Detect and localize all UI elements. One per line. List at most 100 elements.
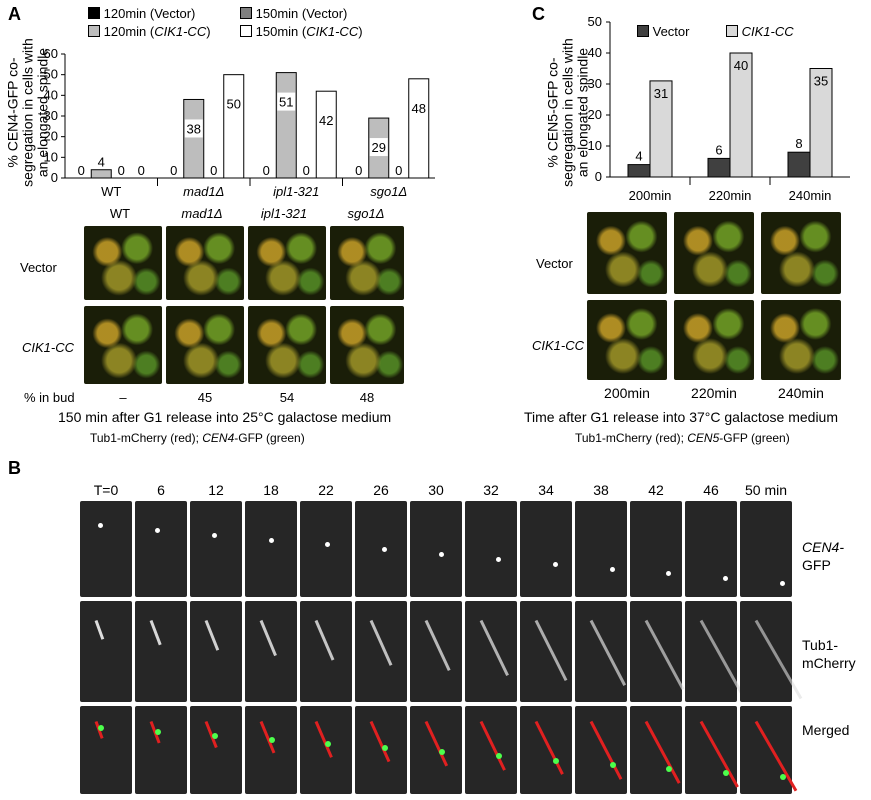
category-label: ipl1-321: [273, 184, 319, 199]
row-head-c-vector: Vector: [536, 256, 573, 271]
col-foot: 240min: [778, 385, 824, 401]
row-label-cen4: CEN4- GFP: [802, 538, 844, 574]
frame-cen: [410, 501, 462, 597]
category-label: 240min: [789, 188, 832, 203]
row-label-tub1: Tub1- mCherry: [802, 636, 856, 672]
legend-label: 150min (CIK1-CC): [255, 24, 363, 39]
col-head-ipl1: ipl1-321: [260, 206, 308, 221]
category-label: sgo1Δ: [370, 184, 407, 199]
legend-label: CIK1-CC: [741, 24, 794, 39]
legend-swatch: [240, 25, 252, 37]
bar-label: 38: [187, 121, 201, 136]
micrograph-a-vector-sgo1: [330, 226, 404, 300]
bar-label: 0: [170, 163, 177, 178]
time-label: 50 min: [744, 482, 788, 498]
col-head-sgo1: sgo1Δ: [347, 206, 385, 221]
spindle: [534, 720, 564, 776]
time-label: 34: [538, 482, 554, 498]
bar: [707, 157, 731, 178]
kinetochore-spot: [439, 749, 445, 756]
spindle: [644, 720, 681, 784]
kinetochore-spot: [325, 741, 332, 748]
frame-cen: [190, 501, 242, 597]
bar-label: 31: [654, 86, 668, 101]
kinetochore-spot: [780, 774, 786, 780]
bar: [787, 151, 811, 178]
bar: [809, 68, 833, 178]
frame-tub: [245, 601, 297, 702]
frame-merged: [465, 706, 517, 794]
y-tick-label: 10: [588, 138, 602, 153]
frame-cen: [300, 501, 352, 597]
frame-merged: [410, 706, 462, 794]
legend-label: 120min (Vector): [103, 6, 196, 21]
spindle: [534, 619, 568, 681]
frame-tub: [685, 601, 744, 702]
panel-b-label: B: [8, 458, 21, 478]
time-label: T=0: [93, 482, 119, 498]
bar-label-bg: [224, 94, 243, 113]
spindle: [369, 619, 393, 666]
time-label: 32: [483, 482, 499, 498]
micrograph-c-cik1-240: [761, 300, 841, 380]
frame-tub: [575, 601, 627, 702]
bar-label: 0: [395, 163, 402, 178]
legend-a-item-4: 150min (CIK1-CC): [240, 24, 363, 39]
kinetochore-spot: [723, 769, 730, 776]
frame-cen: [135, 501, 187, 597]
frame-cen: [520, 501, 572, 597]
micrograph-c-vector-220: [674, 212, 754, 294]
spindle: [259, 619, 277, 656]
y-tick-label: 0: [51, 170, 58, 185]
micrograph-a-cik1-sgo1: [330, 306, 404, 384]
bar-label: 51: [279, 95, 293, 110]
row-label-line: CEN4-: [802, 539, 845, 555]
frame-tub: [410, 601, 462, 702]
y-tick-label: 50: [588, 14, 602, 29]
kinetochore-spot: [723, 576, 729, 582]
spindle: [754, 619, 803, 700]
col-foot: 200min: [604, 385, 650, 401]
legend-swatch: [637, 25, 649, 37]
frame-merged: [520, 706, 572, 794]
micrograph-c-vector-240: [761, 212, 841, 294]
kinetochore-spot: [609, 761, 616, 768]
frame-cen: [80, 501, 132, 597]
bar-label: 48: [412, 101, 426, 116]
frame-merged: [740, 706, 798, 794]
bar-label: 29: [372, 140, 386, 155]
y-tick-label: 20: [44, 129, 58, 144]
bar-label: 4: [635, 149, 642, 164]
bar-label: 0: [263, 163, 270, 178]
bar-label: 0: [138, 163, 145, 178]
frame-tub: [190, 601, 242, 702]
spindle: [699, 619, 744, 695]
kinetochore-spot: [552, 561, 558, 567]
spindle: [699, 720, 739, 788]
micrograph-c-cik1-200: [587, 300, 667, 380]
kinetochore-spot: [666, 571, 672, 577]
frame-cen: [630, 501, 682, 597]
frame-merged: [685, 706, 739, 794]
spindle: [754, 720, 798, 792]
col-head-mad1: mad1Δ: [181, 206, 223, 221]
category-label: mad1Δ: [183, 184, 224, 199]
kinetochore-spot: [154, 728, 161, 735]
time-label: 30: [428, 482, 444, 498]
time-label: 26: [373, 482, 389, 498]
spindle: [424, 619, 451, 671]
time-label: 46: [703, 482, 719, 498]
row-label-line: GFP: [802, 557, 831, 573]
spindle: [424, 720, 449, 767]
ylabel-line: segregation in cells with: [559, 38, 576, 187]
bar: [90, 169, 112, 179]
time-label: 42: [648, 482, 664, 498]
spindle: [644, 619, 685, 691]
row-label-line: Tub1-: [802, 637, 839, 653]
kinetochore-spot: [211, 532, 217, 538]
category-label: 200min: [629, 188, 672, 203]
bar: [649, 80, 673, 178]
micrograph-c-cik1-220: [674, 300, 754, 380]
kinetochore-spot: [382, 745, 389, 752]
